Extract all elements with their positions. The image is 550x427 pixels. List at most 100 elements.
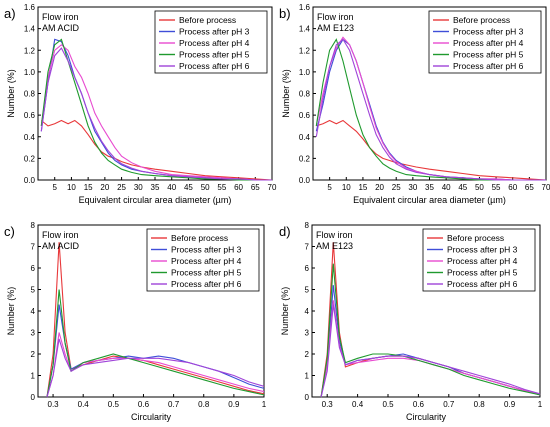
- legend-label: Process after pH 5: [453, 50, 524, 60]
- legend-label: Process after pH 3: [447, 245, 518, 255]
- y-tick-label: 0.0: [24, 176, 36, 185]
- y-tick-label: 0.2: [299, 154, 311, 163]
- x-tick-label: 30: [408, 183, 417, 192]
- y-tick-label: 3: [31, 329, 36, 338]
- chart-panel-2: b) 0.0 0.2 0.4 0.6 0.8 1.0 1.2 1.4 1.6 5 10 15 20 25 30…: [279, 3, 550, 205]
- y-tick-label: 2: [305, 350, 310, 359]
- y-tick-label: 1.6: [299, 3, 311, 12]
- series-line-3: [40, 44, 272, 181]
- y-axis-label: Number (%): [281, 69, 291, 118]
- panel-letter: a): [4, 6, 16, 21]
- panel-annotation: Flow iron: [42, 12, 79, 22]
- series-line-4: [46, 289, 265, 398]
- legend-label: Process after pH 5: [179, 50, 250, 60]
- x-tick-label: 0.3: [48, 400, 60, 409]
- x-tick-label: 70: [268, 183, 277, 192]
- panel-annotation: AM ACID: [42, 23, 80, 33]
- x-tick-label: 55: [217, 183, 226, 192]
- x-tick-label: 0.8: [198, 400, 210, 409]
- panel-annotation: AM ACID: [42, 241, 80, 251]
- series-line-3: [320, 300, 541, 398]
- chart-panel-4: d) 0 1 2 3 4 5 6 7 8 0.3 0.4 0.5 0.6 0.7 0.8 0.9 1 Circula…: [279, 221, 543, 422]
- x-tick-label: 0.3: [322, 400, 334, 409]
- x-tick-label: 55: [492, 183, 501, 192]
- legend-label: Process after pH 6: [453, 61, 524, 71]
- y-tick-label: 5: [31, 286, 36, 295]
- y-tick-label: 4: [31, 307, 36, 316]
- y-tick-label: 5: [305, 286, 310, 295]
- x-tick-label: 35: [425, 183, 434, 192]
- y-tick-label: 3: [305, 329, 310, 338]
- x-tick-label: 65: [525, 183, 534, 192]
- y-tick-label: 1: [31, 372, 36, 381]
- panel-letter: c): [4, 224, 15, 239]
- x-tick-label: 10: [342, 183, 351, 192]
- y-tick-label: 1.4: [24, 25, 36, 34]
- panel-letter: b): [279, 6, 291, 21]
- y-tick-label: 0.4: [299, 133, 311, 142]
- y-tick-label: 1.0: [299, 68, 311, 77]
- panel-annotation: Flow iron: [316, 230, 353, 240]
- legend-label: Process after pH 5: [171, 268, 242, 278]
- y-tick-label: 0.2: [24, 154, 36, 163]
- x-tick-label: 5: [327, 183, 332, 192]
- x-tick-label: 60: [234, 183, 243, 192]
- x-tick-label: 35: [151, 183, 160, 192]
- y-tick-label: 1.6: [24, 3, 36, 12]
- y-tick-label: 6: [305, 264, 310, 273]
- panel-annotation: Flow iron: [317, 12, 354, 22]
- y-tick-label: 0.4: [24, 133, 36, 142]
- legend-label: Process after pH 3: [453, 27, 524, 37]
- x-tick-label: 45: [184, 183, 193, 192]
- y-tick-label: 0.8: [299, 90, 311, 99]
- x-tick-label: 0.4: [352, 400, 364, 409]
- x-tick-label: 5: [52, 183, 57, 192]
- x-tick-label: 65: [251, 183, 260, 192]
- series-line-5: [46, 338, 265, 398]
- legend-label: Process after pH 6: [179, 61, 250, 71]
- x-tick-label: 0.5: [108, 400, 120, 409]
- y-axis-label: Number (%): [280, 287, 290, 336]
- series-line-5: [40, 47, 272, 181]
- y-tick-label: 4: [305, 307, 310, 316]
- legend-box: [146, 228, 260, 292]
- legend-label: Before process: [447, 233, 504, 243]
- panel-annotation: AM E123: [316, 241, 353, 251]
- y-tick-label: 1.4: [299, 25, 311, 34]
- x-tick-label: 40: [442, 183, 451, 192]
- x-tick-label: 0.6: [413, 400, 425, 409]
- y-tick-label: 7: [31, 243, 36, 252]
- panel-letter: d): [279, 224, 291, 239]
- x-tick-label: 20: [100, 183, 109, 192]
- y-axis-label: Number (%): [6, 287, 16, 336]
- x-tick-label: 1: [538, 400, 543, 409]
- y-tick-label: 1.2: [24, 46, 36, 55]
- series-line-4: [315, 38, 546, 181]
- x-tick-label: 40: [167, 183, 176, 192]
- x-tick-label: 15: [358, 183, 367, 192]
- legend-label: Before process: [179, 15, 236, 25]
- x-tick-label: 50: [201, 183, 210, 192]
- y-tick-label: 8: [31, 221, 36, 230]
- x-tick-label: 25: [392, 183, 401, 192]
- x-tick-label: 70: [542, 183, 550, 192]
- x-tick-label: 15: [84, 183, 93, 192]
- series-line-4: [40, 38, 272, 181]
- series-line-2: [320, 285, 541, 398]
- chart-panel-3: c) 0 1 2 3 4 5 6 7 8 0.3 0.4 0.5 0.6 0.7 0.8 0.9 1 Circula…: [4, 221, 267, 422]
- series-line-4: [320, 263, 541, 398]
- x-tick-label: 30: [134, 183, 143, 192]
- y-tick-label: 0: [31, 393, 36, 402]
- legend-label: Process after pH 4: [447, 256, 518, 266]
- legend-label: Process after pH 4: [179, 38, 250, 48]
- y-tick-label: 0.6: [24, 111, 36, 120]
- panel-annotation: Flow iron: [42, 230, 79, 240]
- legend-label: Process after pH 3: [171, 245, 242, 255]
- x-tick-label: 0.6: [138, 400, 150, 409]
- chart-panel-1: a) 0.0 0.2 0.4 0.6 0.8 1.0 1.2 1.4 1.6 5 10 15 20 25 30…: [4, 3, 277, 205]
- legend: Before process Process after pH 3Process …: [422, 228, 536, 292]
- y-tick-label: 1.0: [24, 68, 36, 77]
